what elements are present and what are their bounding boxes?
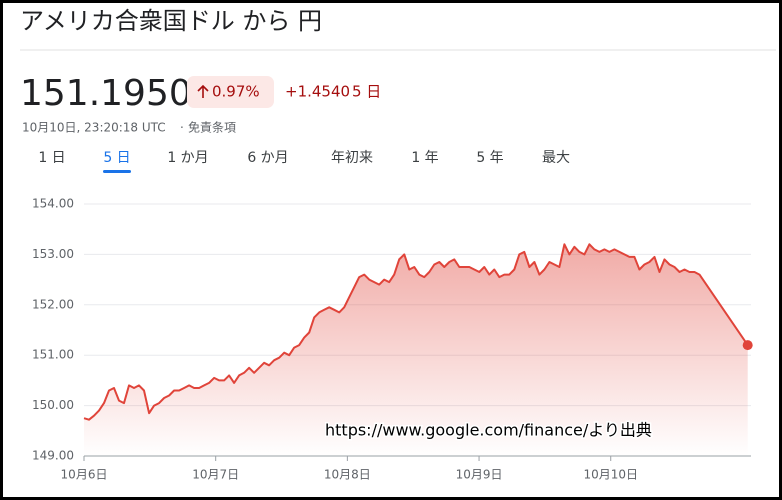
x-tick-label: 10月7日 (192, 468, 239, 482)
y-tick-label: 153.00 (32, 247, 74, 261)
tab-underline (103, 170, 131, 173)
range-tab[interactable]: 最大 (542, 150, 570, 166)
area (84, 244, 748, 456)
y-tick-label: 154.00 (32, 197, 74, 211)
up-arrow-icon (197, 84, 209, 98)
timestamp: 10月10日, 23:20:18 UTC (22, 121, 166, 135)
x-tick-label: 10月10日 (583, 468, 638, 482)
range-tabs: 1 日 5 日 1 か月 6 か月 年初来 1 年 5 年 最大 (38, 149, 570, 173)
price-line (83, 243, 749, 421)
change-percent: 0.97% (212, 83, 260, 101)
chart: 149.00 150.00 151.00 152.00 153.00 154.00 10月6… (32, 197, 753, 482)
range-tab[interactable]: 6 か月 (247, 150, 288, 166)
y-tick-label: 150.00 (32, 398, 74, 412)
change-period: 5 日 (352, 83, 381, 101)
last-point (742, 340, 753, 351)
price: 151.1950 (20, 73, 192, 114)
y-tick-label: 152.00 (32, 297, 74, 311)
range-tab[interactable]: 1 日 (38, 150, 65, 166)
x-tick-label: 10月8日 (324, 468, 371, 482)
x-tick-label: 10月9日 (456, 468, 503, 482)
range-tab[interactable]: 1 か月 (167, 150, 208, 166)
y-tick-label: 149.00 (32, 449, 74, 463)
change-value: +1.4540 (285, 83, 350, 101)
disclaimer-separator: · (180, 121, 184, 135)
y-tick-label: 151.00 (32, 348, 74, 362)
range-tab[interactable]: 1 年 (411, 150, 438, 166)
source-note: https://www.google.com/finance/より出典 (325, 421, 652, 440)
x-tick-label: 10月6日 (61, 468, 108, 482)
page-title: アメリカ合衆国ドル から 円 (20, 7, 322, 35)
range-tab[interactable]: 5 年 (476, 150, 503, 166)
range-tab[interactable]: 年初来 (331, 149, 373, 166)
disclaimer-link[interactable]: 免責条項 (188, 120, 236, 135)
change-badge (187, 76, 274, 108)
range-tab[interactable]: 5 日 (103, 150, 130, 166)
